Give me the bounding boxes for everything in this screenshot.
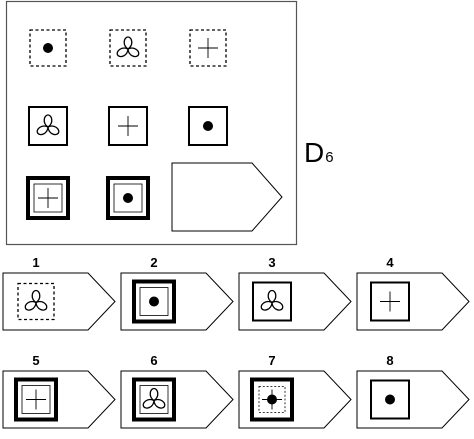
dot-icon <box>123 193 133 203</box>
dot-icon <box>203 121 213 131</box>
option-2[interactable]: 2 <box>120 255 234 331</box>
matrix-cell <box>106 176 150 220</box>
option-number: 5 <box>32 353 39 368</box>
thick-frame <box>250 377 294 422</box>
option-number: 6 <box>150 353 157 368</box>
answer-options: 1 2 3 4 5 6 7 8 <box>2 255 470 429</box>
dashed-frame <box>29 29 67 67</box>
option-4[interactable]: 4 <box>356 255 470 331</box>
option-8[interactable]: 8 <box>356 353 470 429</box>
option-tag-shape <box>356 272 470 331</box>
inner-frame <box>113 183 143 213</box>
dashed-frame <box>109 29 147 67</box>
matrix-cell <box>109 29 147 67</box>
trefoil-icon <box>142 387 166 409</box>
option-1[interactable]: 1 <box>2 255 116 331</box>
option-6[interactable]: 6 <box>120 353 234 429</box>
dot-icon <box>267 394 277 405</box>
matrix-cell <box>108 106 148 146</box>
option-tag-shape <box>238 370 352 429</box>
solid-frame <box>370 281 410 322</box>
trefoil-icon <box>24 289 48 311</box>
matrix-cell <box>29 29 67 67</box>
dashed-frame <box>189 29 227 67</box>
plus-icon <box>198 38 218 58</box>
solid-frame <box>108 106 148 146</box>
solid-frame <box>188 106 228 146</box>
option-number: 7 <box>268 353 275 368</box>
solid-frame <box>370 379 410 420</box>
option-number: 8 <box>386 353 393 368</box>
dot-icon <box>385 394 395 405</box>
trefoil-icon <box>116 36 140 58</box>
inner-frame <box>33 183 63 213</box>
matrix-cell <box>188 106 228 146</box>
option-tag-shape <box>2 272 116 331</box>
dot-icon <box>149 296 159 307</box>
thick-frame <box>26 176 70 220</box>
thick-frame <box>132 377 176 422</box>
trefoil-icon <box>36 114 60 136</box>
matrix-frame <box>5 0 298 246</box>
option-number: 4 <box>386 255 394 270</box>
plus-icon <box>118 116 138 136</box>
solid-frame <box>252 281 292 322</box>
option-tag-shape <box>356 370 470 429</box>
inner-frame <box>21 385 51 414</box>
plus-icon <box>380 291 400 312</box>
matrix-cell <box>171 162 283 232</box>
puzzle-title: D6 <box>304 137 334 168</box>
inner-dashed-frame <box>258 386 286 413</box>
answer-slot <box>171 162 283 232</box>
option-3[interactable]: 3 <box>238 255 352 331</box>
plus-icon <box>38 188 58 208</box>
dot-icon <box>43 43 53 53</box>
option-5[interactable]: 5 <box>2 353 116 429</box>
solid-frame <box>28 106 68 146</box>
dashed-frame <box>17 282 55 321</box>
inner-frame <box>139 287 169 316</box>
trefoil-icon <box>260 289 284 311</box>
option-7[interactable]: 7 <box>238 353 352 429</box>
inner-frame <box>139 385 169 414</box>
option-number: 1 <box>32 255 39 270</box>
plus-icon <box>26 389 46 410</box>
thick-frame <box>132 279 176 324</box>
matrix-cell <box>26 176 70 220</box>
matrix-cell <box>189 29 227 67</box>
option-number: 2 <box>150 255 157 270</box>
thick-frame <box>14 377 58 422</box>
option-number: 3 <box>268 255 275 270</box>
matrix-cell <box>28 106 68 146</box>
option-tag-shape <box>238 272 352 331</box>
thick-frame <box>106 176 150 220</box>
matrix-grid <box>26 29 283 232</box>
